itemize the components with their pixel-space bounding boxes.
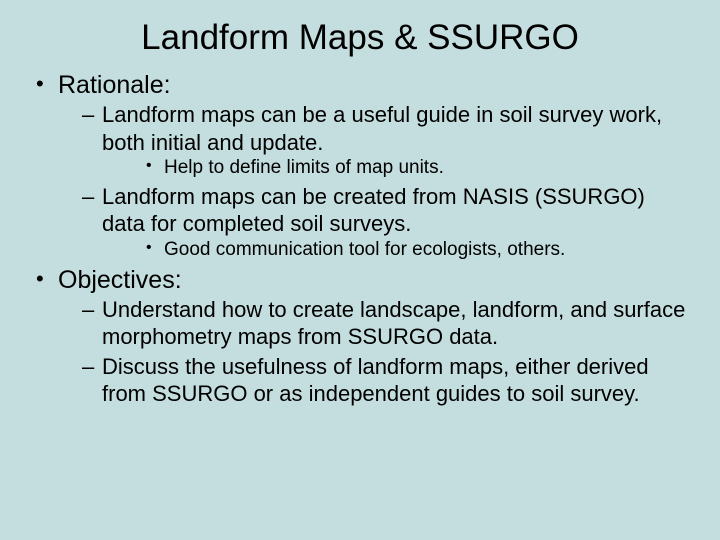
sub-bullet: Discuss the usefulness of landform maps,… xyxy=(58,353,690,408)
sub-bullet: Landform maps can be created from NASIS … xyxy=(58,183,690,263)
bullet-rationale: Rationale: Landform maps can be a useful… xyxy=(30,70,690,263)
sub-list: Landform maps can be a useful guide in s… xyxy=(58,101,690,262)
subsub-bullet: Help to define limits of map units. xyxy=(102,156,690,181)
bullet-list: Rationale: Landform maps can be a useful… xyxy=(30,70,690,408)
sub-text: Landform maps can be created from NASIS … xyxy=(102,184,645,237)
bullet-objectives: Objectives: Understand how to create lan… xyxy=(30,265,690,408)
subsub-bullet: Good communication tool for ecologists, … xyxy=(102,238,690,263)
bullet-label: Rationale: xyxy=(58,71,171,99)
subsub-list: Good communication tool for ecologists, … xyxy=(102,238,690,263)
sub-bullet: Landform maps can be a useful guide in s… xyxy=(58,101,690,181)
bullet-label: Objectives: xyxy=(58,266,182,294)
sub-bullet: Understand how to create landscape, land… xyxy=(58,296,690,351)
slide: Landform Maps & SSURGO Rationale: Landfo… xyxy=(0,0,720,540)
sub-text: Landform maps can be a useful guide in s… xyxy=(102,102,662,155)
slide-title: Landform Maps & SSURGO xyxy=(30,18,690,58)
sub-list: Understand how to create landscape, land… xyxy=(58,296,690,408)
subsub-list: Help to define limits of map units. xyxy=(102,156,690,181)
